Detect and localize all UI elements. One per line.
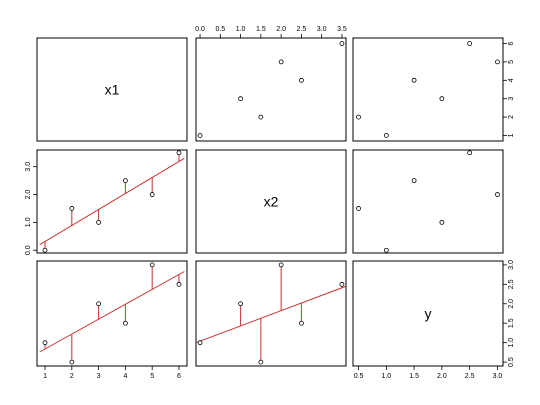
- bottom-ticklabel-y: 2.5: [465, 373, 475, 380]
- fit-line-x1_vs_y: [39, 271, 185, 353]
- point-x2_vs_y-1: [238, 301, 243, 307]
- top-ticklabel-x2: 2.0: [276, 26, 286, 33]
- point-x1_vs_x2-0: [42, 247, 48, 253]
- point-y_vs_x1-0: [356, 114, 361, 120]
- bottom-ticklabel-x1: 1: [43, 373, 47, 380]
- bottom-ticklabel-y: 3.0: [493, 373, 503, 380]
- panel-frame-1-1: [195, 149, 347, 254]
- point-x1_vs_x2-1: [69, 206, 75, 211]
- top-ticklabel-x2: 2.5: [297, 26, 307, 33]
- top-ticklabel-x2: 1.0: [236, 26, 246, 33]
- right-ticklabel-x1: 3: [508, 97, 515, 101]
- point-y_vs_x1-1: [383, 133, 389, 138]
- point-y_vs_x1-4: [467, 41, 473, 46]
- panel-frame-0-2: [352, 37, 504, 142]
- point-x1_vs_y-4: [149, 262, 155, 268]
- point-y_vs_x2-1: [383, 247, 389, 253]
- point-x1_vs_y-1: [69, 359, 75, 365]
- point-x1_vs_y-3: [122, 320, 128, 326]
- left-ticklabel-x2: 1.0: [25, 217, 32, 227]
- point-x1_vs_y-5: [176, 281, 182, 287]
- top-ticklabel-x2: 3.5: [337, 26, 347, 33]
- right-ticklabel-y: 2.0: [508, 299, 515, 309]
- point-x2_vs_x1-0: [197, 133, 203, 138]
- right-ticklabel-x1: 1: [508, 133, 515, 137]
- bottom-ticklabel-y: 2.0: [437, 373, 447, 380]
- point-x1_vs_x2-5: [176, 150, 182, 156]
- panel-frame-0-1: [195, 37, 347, 142]
- top-ticklabel-x2: 0.0: [195, 26, 205, 33]
- top-ticklabel-x2: 0.5: [215, 26, 225, 33]
- point-y_vs_x1-2: [411, 77, 417, 83]
- point-x1_vs_y-2: [96, 301, 102, 307]
- top-ticklabel-x2: 1.5: [256, 26, 266, 33]
- point-x2_vs_y-4: [299, 320, 304, 326]
- bottom-ticklabel-y: 1.5: [409, 373, 419, 380]
- point-x2_vs_y-0: [197, 340, 203, 346]
- right-ticklabel-y: 2.5: [508, 279, 515, 289]
- left-ticklabel-x2: 2.0: [25, 190, 32, 200]
- point-x2_vs_y-2: [258, 359, 264, 365]
- diagonal-label-x1: x1: [105, 82, 120, 98]
- right-ticklabel-y: 0.5: [508, 357, 515, 367]
- bottom-ticklabel-x1: 6: [177, 373, 181, 380]
- point-y_vs_x2-2: [411, 178, 417, 184]
- point-y_vs_x1-5: [495, 59, 500, 65]
- bottom-ticklabel-y: 1.0: [381, 373, 391, 380]
- point-x2_vs_x1-4: [299, 77, 304, 83]
- point-y_vs_x2-3: [439, 219, 445, 225]
- right-ticklabel-x1: 5: [508, 60, 515, 64]
- bottom-ticklabel-x1: 5: [150, 373, 154, 380]
- bottom-ticklabel-y: 0.5: [354, 373, 364, 380]
- panel-frame-2-2: [352, 260, 504, 367]
- point-x2_vs_y-5: [339, 281, 345, 287]
- point-x2_vs_y-3: [278, 262, 284, 268]
- panel-frame-2-0: [36, 260, 188, 367]
- left-ticklabel-x2: 0.0: [25, 245, 32, 255]
- right-ticklabel-x1: 6: [508, 41, 515, 45]
- left-ticklabel-x2: 3.0: [25, 162, 32, 172]
- panel-frame-1-0: [36, 149, 188, 254]
- diagonal-label-x2: x2: [264, 194, 279, 210]
- point-x1_vs_y-0: [42, 340, 48, 346]
- point-x2_vs_x1-5: [339, 41, 345, 46]
- bottom-ticklabel-x1: 2: [70, 373, 74, 380]
- panel-frame-0-0: [36, 37, 188, 142]
- point-y_vs_x2-4: [467, 150, 473, 156]
- fit-line-x2_vs_y: [195, 285, 347, 344]
- right-ticklabel-x1: 2: [508, 115, 515, 119]
- bottom-ticklabel-x1: 4: [123, 373, 127, 380]
- right-ticklabel-y: 1.0: [508, 338, 515, 348]
- point-x2_vs_x1-3: [278, 59, 284, 65]
- bottom-ticklabel-x1: 3: [97, 373, 101, 380]
- right-ticklabel-x1: 4: [508, 78, 515, 82]
- top-ticklabel-x2: 3.0: [317, 26, 327, 33]
- point-y_vs_x1-3: [439, 96, 445, 102]
- point-x2_vs_x1-2: [258, 114, 264, 120]
- panel-frame-1-2: [352, 149, 504, 254]
- right-ticklabel-y: 3.0: [508, 260, 515, 270]
- point-x1_vs_x2-2: [96, 219, 102, 225]
- point-x1_vs_x2-3: [122, 178, 128, 184]
- point-y_vs_x2-5: [495, 192, 500, 197]
- right-ticklabel-y: 1.5: [508, 318, 515, 328]
- diagonal-label-y: y: [425, 306, 432, 322]
- panel-frame-2-1: [195, 260, 347, 367]
- point-x1_vs_x2-4: [149, 192, 155, 197]
- point-y_vs_x2-0: [356, 206, 361, 211]
- fit-line-x1_vs_x2: [39, 157, 185, 246]
- point-x2_vs_x1-1: [238, 96, 243, 102]
